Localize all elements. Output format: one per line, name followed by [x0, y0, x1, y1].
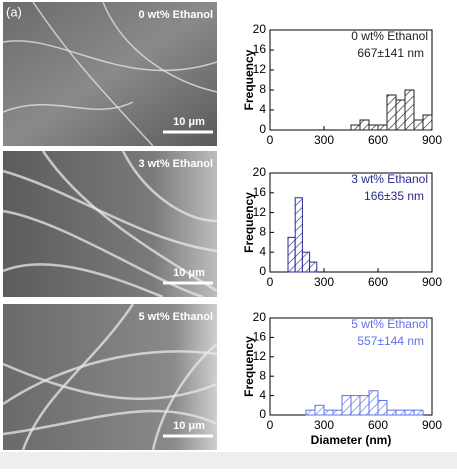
bar: [377, 399, 388, 416]
fiber: [2, 169, 218, 253]
legend-title: 5 wt% Ethanol: [351, 317, 428, 331]
y-tick-label: 12: [253, 62, 267, 76]
bar: [359, 395, 370, 416]
legend-stats: 166±35 nm: [364, 189, 424, 203]
bar: [350, 124, 361, 131]
fiber: [32, 1, 154, 147]
bar: [368, 390, 379, 416]
legend-stats: 667±141 nm: [357, 46, 424, 60]
plot-frame: [269, 172, 433, 273]
footer-strip: [0, 452, 457, 469]
y-tick-label: 0: [259, 122, 266, 136]
y-tick-label: 12: [253, 349, 267, 363]
sem-background: [3, 2, 217, 146]
y-axis-label: Frequency: [242, 49, 256, 110]
bar: [287, 236, 296, 273]
fiber: [2, 40, 218, 72]
fiber: [2, 263, 164, 299]
bar: [305, 409, 316, 416]
sem-image: 5 wt% Ethanol 10 μm: [2, 303, 218, 451]
bar: [309, 261, 318, 273]
x-tick-label: 600: [368, 133, 388, 147]
x-tick-label: 0: [267, 418, 274, 432]
bar: [386, 409, 397, 416]
x-tick-label: 0: [267, 275, 274, 289]
fiber: [41, 150, 218, 293]
image-label: 0 wt% Ethanol: [138, 9, 213, 21]
x-tick-label: 300: [314, 275, 334, 289]
fiber: [21, 303, 135, 451]
y-tick-label: 8: [259, 225, 266, 239]
bar: [413, 409, 424, 416]
y-tick-label: 4: [259, 102, 266, 116]
fiber: [121, 150, 218, 223]
y-tick-label: 12: [253, 205, 267, 219]
bar: [377, 124, 388, 131]
bar: [332, 409, 343, 416]
y-tick-label: 8: [259, 82, 266, 96]
bar: [314, 404, 325, 416]
scale-label: 10 μm: [173, 420, 205, 432]
bar: [301, 251, 311, 273]
fiber: [2, 209, 204, 299]
bar: [368, 124, 379, 131]
legend-title: 0 wt% Ethanol: [351, 29, 428, 43]
x-tick-label: 900: [422, 418, 442, 432]
y-tick-label: 20: [253, 310, 267, 324]
scale-label: 10 μm: [173, 116, 205, 128]
scale-label: 10 μm: [173, 267, 205, 279]
fiber: [102, 1, 218, 93]
bar: [404, 409, 415, 416]
bar: [413, 119, 424, 131]
bar: [422, 114, 433, 131]
x-tick-label: 0: [267, 133, 274, 147]
x-tick-label: 600: [368, 418, 388, 432]
legend-title: 3 wt% Ethanol: [351, 172, 428, 186]
bar: [323, 409, 334, 416]
legend-stats: 557±144 nm: [357, 334, 424, 348]
fiber: [2, 362, 218, 401]
sem-background: [3, 151, 217, 297]
sem-image: 3 wt% Ethanol 10 μm: [2, 150, 218, 299]
fiber: [2, 350, 218, 406]
x-tick-label: 300: [314, 418, 334, 432]
bar: [404, 89, 415, 131]
bar: [350, 395, 361, 416]
y-tick-label: 0: [259, 264, 266, 278]
fiber: [2, 101, 134, 113]
x-tick-label: 900: [422, 133, 442, 147]
fiber: [2, 409, 218, 436]
bar: [294, 197, 303, 273]
y-tick-label: 16: [253, 330, 267, 344]
y-tick-label: 20: [253, 22, 267, 36]
bar: [395, 99, 406, 131]
fiber: [151, 343, 218, 451]
panel-label: (a): [6, 4, 22, 19]
y-tick-label: 4: [259, 244, 266, 258]
x-axis-label: Diameter (nm): [311, 433, 392, 447]
y-tick-label: 16: [253, 42, 267, 56]
y-tick-label: 0: [259, 407, 266, 421]
bar: [341, 395, 352, 416]
x-tick-label: 300: [314, 133, 334, 147]
x-tick-label: 600: [368, 275, 388, 289]
image-label: 3 wt% Ethanol: [138, 158, 213, 170]
y-tick-label: 20: [253, 165, 267, 179]
bar: [386, 94, 397, 131]
y-axis-label: Frequency: [242, 192, 256, 253]
y-axis-label: Frequency: [242, 336, 256, 397]
bar: [395, 409, 406, 416]
image-label: 5 wt% Ethanol: [138, 311, 213, 323]
y-tick-label: 16: [253, 185, 267, 199]
y-tick-label: 4: [259, 388, 266, 402]
y-tick-label: 8: [259, 368, 266, 382]
x-tick-label: 900: [422, 275, 442, 289]
bar: [359, 119, 370, 131]
sem-image: 0 wt% Ethanol 10 μm: [2, 1, 218, 147]
